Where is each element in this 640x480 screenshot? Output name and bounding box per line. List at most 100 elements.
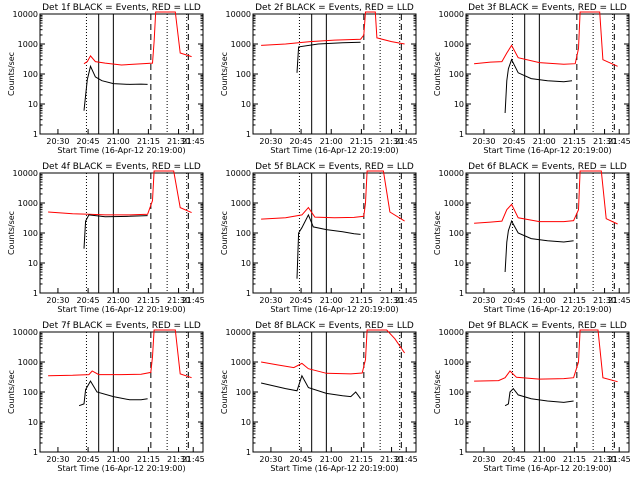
x-tick-label: 21:15 — [137, 137, 160, 146]
panel-det-7: Det 7f BLACK = Events, RED = LLD 1 10 100 10… — [7, 321, 205, 473]
x-tick-label: 21:45 — [395, 296, 418, 305]
lld-series-line — [261, 170, 405, 222]
x-tick-label: 21:30 — [380, 137, 403, 146]
x-tick-label: 21:00 — [533, 455, 556, 464]
x-axis-label: Start Time (16-Apr-12 20:19:00) — [483, 305, 611, 314]
x-tick-label: 20:30 — [472, 296, 495, 305]
x-tick-label: 21:45 — [608, 296, 631, 305]
y-tick-label: 1000 — [444, 40, 464, 49]
panel-det-8: Det 8f BLACK = Events, RED = LLD 1 10 100 10… — [220, 321, 418, 473]
x-tick-label: 21:45 — [182, 296, 205, 305]
y-axis-label: Counts/sec — [7, 370, 16, 414]
lld-series-line — [48, 329, 192, 379]
events-series-line — [296, 41, 361, 73]
panel-det-6: Det 6f BLACK = Events, RED = LLD 1 10 100 10… — [433, 162, 631, 314]
y-tick-label: 1 — [33, 289, 38, 298]
y-axis-label: Counts/sec — [7, 211, 16, 255]
events-series-line — [83, 214, 148, 249]
events-series-line — [78, 380, 148, 407]
x-tick-label: 20:45 — [290, 137, 313, 146]
panel-det-9: Det 9f BLACK = Events, RED = LLD 1 10 100 10… — [433, 321, 631, 473]
y-tick-label: 100 — [236, 388, 251, 397]
y-tick-label: 1 — [459, 289, 464, 298]
y-tick-label: 10000 — [13, 169, 38, 178]
x-tick-label: 21:15 — [137, 296, 160, 305]
events-series-line — [504, 387, 574, 407]
x-tick-label: 21:15 — [137, 455, 160, 464]
x-tick-label: 21:30 — [593, 137, 616, 146]
x-tick-label: 20:45 — [503, 137, 526, 146]
panel-det-4: Det 4f BLACK = Events, RED = LLD 1 10 100 10… — [7, 162, 205, 314]
y-tick-label: 10 — [241, 418, 251, 427]
x-tick-label: 21:45 — [395, 455, 418, 464]
y-tick-label: 10 — [28, 418, 38, 427]
x-axis-label: Start Time (16-Apr-12 20:19:00) — [270, 305, 398, 314]
x-tick-label: 20:45 — [503, 296, 526, 305]
y-tick-label: 10000 — [226, 328, 251, 337]
x-tick-label: 21:30 — [380, 455, 403, 464]
x-tick-label: 21:15 — [350, 455, 373, 464]
plot-frame — [465, 331, 630, 453]
y-tick-label: 10000 — [13, 328, 38, 337]
y-axis-label: Counts/sec — [433, 52, 442, 96]
x-tick-label: 21:00 — [107, 455, 130, 464]
y-axis-label: Counts/sec — [220, 211, 229, 255]
x-axis-label: Start Time (16-Apr-12 20:19:00) — [57, 305, 185, 314]
x-tick-label: 20:45 — [503, 455, 526, 464]
x-tick-label: 20:30 — [259, 296, 282, 305]
y-axis-label: Counts/sec — [433, 370, 442, 414]
y-tick-label: 1000 — [231, 40, 251, 49]
x-tick-label: 21:30 — [380, 296, 403, 305]
x-axis-label: Start Time (16-Apr-12 20:19:00) — [270, 464, 398, 473]
x-tick-label: 21:00 — [533, 137, 556, 146]
y-axis-label: Counts/sec — [220, 370, 229, 414]
y-tick-label: 1000 — [18, 199, 38, 208]
x-axis-label: Start Time (16-Apr-12 20:19:00) — [57, 146, 185, 155]
y-tick-label: 10000 — [226, 169, 251, 178]
x-tick-label: 21:45 — [608, 137, 631, 146]
x-tick-label: 20:45 — [77, 296, 100, 305]
events-series-line — [83, 64, 148, 111]
x-axis-label: Start Time (16-Apr-12 20:19:00) — [483, 464, 611, 473]
x-tick-label: 21:00 — [320, 296, 343, 305]
y-tick-label: 10000 — [439, 10, 464, 19]
panel-title: Det 4f BLACK = Events, RED = LLD — [42, 162, 201, 172]
y-tick-label: 10 — [28, 100, 38, 109]
x-tick-label: 20:30 — [46, 296, 69, 305]
x-tick-label: 21:30 — [593, 455, 616, 464]
panel-title: Det 1f BLACK = Events, RED = LLD — [42, 3, 201, 13]
lld-series-line — [261, 329, 406, 375]
x-axis-label: Start Time (16-Apr-12 20:19:00) — [270, 146, 398, 155]
y-tick-label: 100 — [23, 388, 38, 397]
x-tick-label: 21:30 — [593, 296, 616, 305]
lld-series-line — [261, 11, 405, 46]
plot-frame — [252, 331, 417, 453]
panel-title: Det 5f BLACK = Events, RED = LLD — [255, 162, 414, 172]
x-tick-label: 21:45 — [182, 137, 205, 146]
x-tick-label: 20:45 — [290, 455, 313, 464]
lld-series-line — [48, 170, 192, 216]
y-tick-label: 1 — [246, 448, 251, 457]
x-tick-label: 21:45 — [608, 455, 631, 464]
x-tick-label: 21:00 — [107, 296, 130, 305]
plot-frame — [465, 13, 630, 135]
panel-det-5: Det 5f BLACK = Events, RED = LLD 1 10 100 10… — [220, 162, 418, 314]
y-tick-label: 1 — [246, 130, 251, 139]
events-series-line — [504, 219, 574, 273]
y-tick-label: 1000 — [231, 199, 251, 208]
y-tick-label: 10 — [454, 259, 464, 268]
plot-frame — [39, 331, 204, 453]
plot-frame — [39, 172, 204, 294]
panel-title: Det 8f BLACK = Events, RED = LLD — [255, 321, 414, 331]
x-tick-label: 21:45 — [395, 137, 418, 146]
y-tick-label: 1 — [33, 130, 38, 139]
y-tick-label: 10 — [454, 100, 464, 109]
y-tick-label: 100 — [449, 388, 464, 397]
y-tick-label: 10 — [454, 418, 464, 427]
events-series-line — [504, 58, 573, 114]
y-tick-label: 1 — [33, 448, 38, 457]
y-tick-label: 1000 — [18, 358, 38, 367]
x-tick-label: 21:00 — [320, 137, 343, 146]
plot-frame — [465, 172, 630, 294]
y-axis-label: Counts/sec — [433, 211, 442, 255]
